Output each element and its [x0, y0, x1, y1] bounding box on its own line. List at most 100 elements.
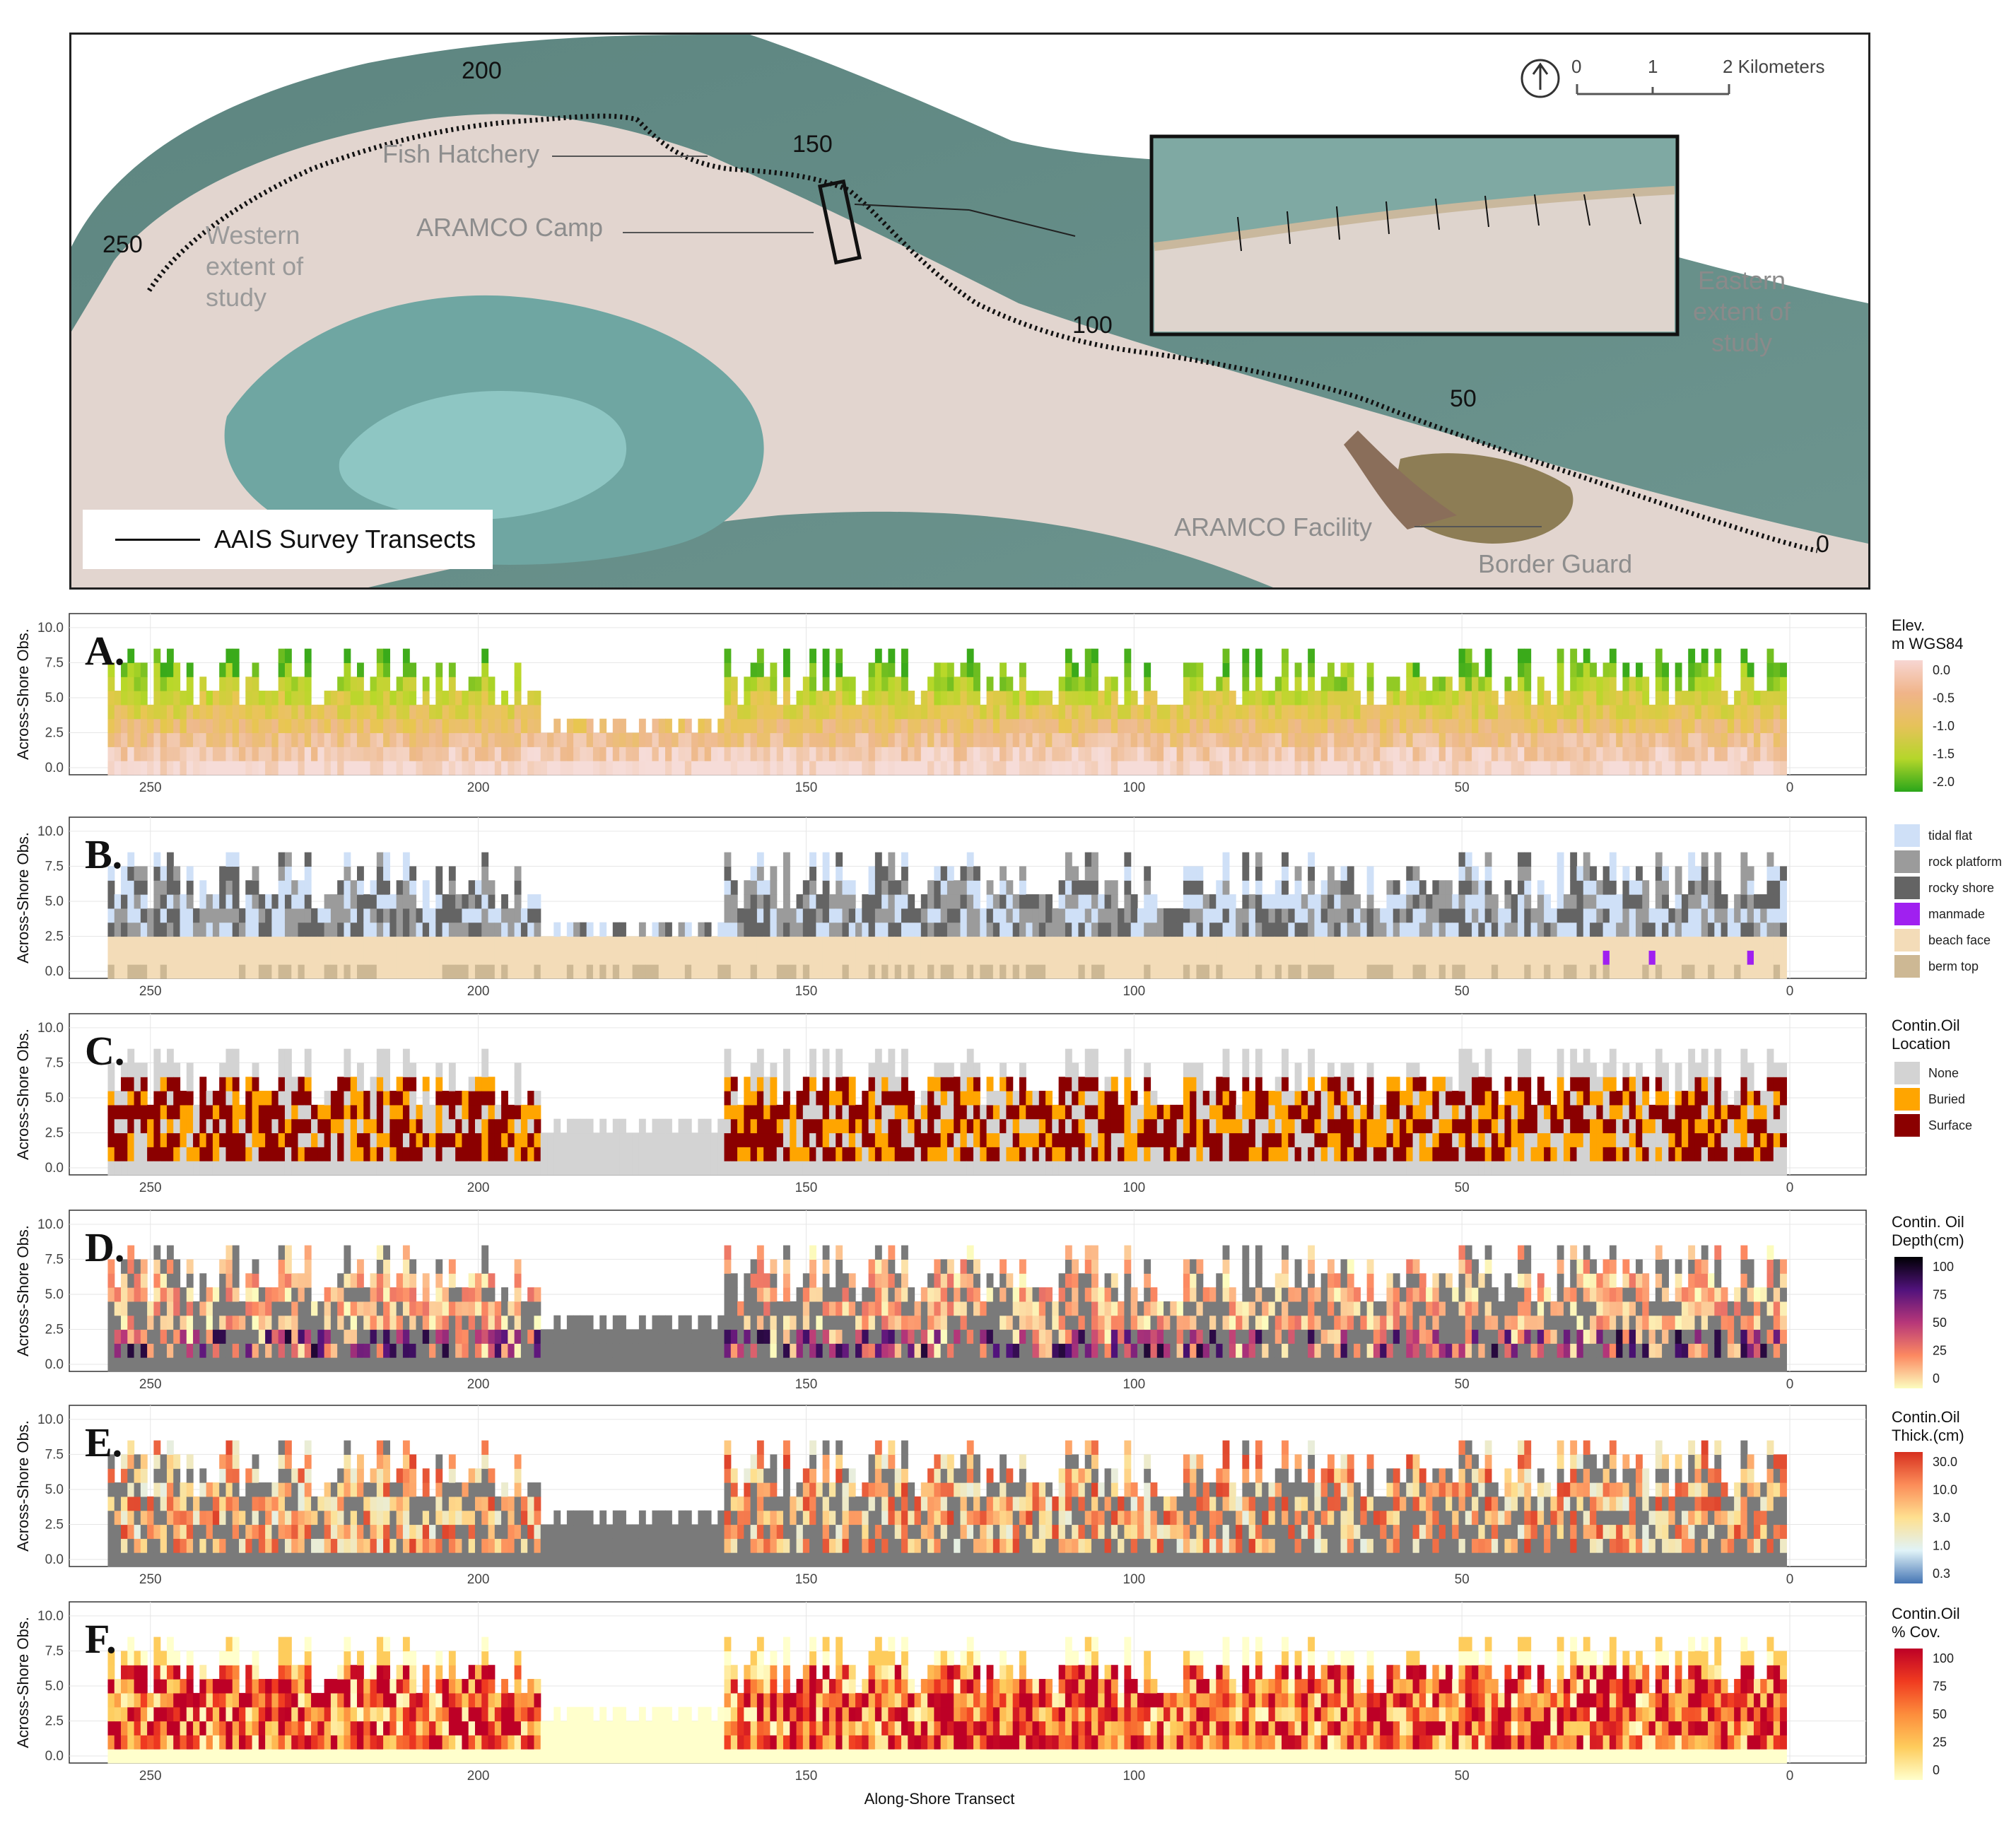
heat-cell [1570, 732, 1578, 747]
heat-cell [836, 662, 843, 677]
heat-cell [947, 880, 954, 895]
heat-cell [127, 1077, 135, 1091]
heat-cell [245, 691, 253, 705]
heat-cell [180, 894, 187, 909]
heat-cell [822, 866, 830, 881]
heat-cell [514, 1104, 522, 1120]
heat-cell [468, 1118, 476, 1134]
heat-cell [540, 1161, 548, 1176]
heat-cell [1524, 1104, 1532, 1120]
heat-cell [1393, 880, 1400, 895]
heat-cell [534, 718, 541, 734]
heat-cell [1400, 908, 1407, 923]
heat-cell [927, 950, 934, 965]
heat-cell [1478, 1104, 1486, 1120]
heat-cell [750, 866, 758, 881]
heat-cell [258, 691, 266, 705]
heat-cell [888, 1132, 896, 1147]
heat-cell [239, 1132, 246, 1147]
heat-cell [127, 1147, 135, 1161]
heat-cell [1248, 718, 1256, 734]
heat-cell [934, 936, 942, 951]
heat-cell [1176, 761, 1184, 775]
heat-cell [763, 1132, 771, 1147]
heat-cell [1301, 761, 1308, 775]
heat-cell [107, 908, 115, 923]
heat-cell [1078, 677, 1086, 691]
heat-cell [350, 1104, 358, 1120]
heat-cell [1202, 1147, 1210, 1161]
heat-cell [409, 964, 417, 979]
heat-cell [324, 922, 332, 937]
heat-cell [612, 1132, 620, 1147]
heat-cell [252, 704, 259, 720]
heat-cell [980, 704, 988, 720]
heat-cell [1412, 1161, 1420, 1176]
heat-cell [1012, 691, 1020, 705]
heat-cell [1452, 908, 1460, 923]
heat-cell [402, 677, 410, 691]
heat-cell [1084, 691, 1092, 705]
heat-cell [409, 761, 417, 775]
heat-cell [1072, 746, 1079, 761]
heat-cell [783, 1118, 790, 1134]
heat-cell [966, 662, 974, 677]
heat-cell [573, 964, 581, 979]
heat-cell [1038, 746, 1046, 761]
heat-cell [225, 1104, 233, 1120]
heat-cell [1327, 1132, 1335, 1147]
heat-cell [1110, 718, 1118, 734]
heat-cell [744, 704, 751, 720]
heat-cell [842, 746, 850, 761]
heat-cell [934, 1077, 942, 1091]
heat-cell [836, 1132, 843, 1147]
heat-cell [448, 1104, 456, 1120]
heat-cell [140, 1118, 148, 1134]
heat-cell [252, 922, 259, 937]
heat-cell [1472, 1132, 1479, 1147]
heat-cell [514, 704, 522, 720]
heat-cell [770, 894, 778, 909]
heat-cell [278, 922, 286, 937]
heat-cell [1118, 732, 1125, 747]
heat-cell [1721, 908, 1728, 923]
heat-cell [271, 964, 279, 979]
heat-cell [1380, 732, 1388, 747]
heat-cell [1282, 1104, 1289, 1120]
heat-cell [750, 936, 758, 951]
heat-cell [232, 950, 240, 965]
heat-cell [389, 732, 397, 747]
heat-cell [1301, 1118, 1308, 1134]
heat-cell [560, 936, 568, 951]
heat-cell [1688, 922, 1696, 937]
heat-cell [828, 908, 836, 923]
heat-cell [1019, 880, 1026, 895]
heat-cell [776, 964, 784, 979]
heat-cell [894, 1132, 902, 1147]
heat-cell [1183, 866, 1190, 881]
heat-cell [402, 1161, 410, 1176]
heat-cell [1629, 718, 1636, 734]
heat-cell [927, 1104, 934, 1120]
heat-cell [1642, 746, 1650, 761]
heat-cell [1065, 950, 1072, 965]
heat-cell [1216, 677, 1224, 691]
heat-cell [1026, 691, 1033, 705]
heat-cell [1262, 732, 1270, 747]
heat-cell [1320, 950, 1328, 965]
heat-cell [1104, 922, 1112, 937]
heat-cell [1386, 922, 1394, 937]
heat-cell [940, 704, 948, 720]
heat-cell [265, 1147, 272, 1161]
heat-cell [1380, 1104, 1388, 1120]
heat-cell [566, 1161, 574, 1176]
heat-cell [1308, 1147, 1315, 1161]
heat-cell [383, 894, 390, 909]
heat-cell [1550, 704, 1558, 720]
heat-cell [239, 732, 246, 747]
heat-cell [691, 1161, 698, 1176]
heat-cell [1458, 1104, 1466, 1120]
heat-cell [1511, 746, 1518, 761]
heat-cell [1222, 1118, 1230, 1134]
